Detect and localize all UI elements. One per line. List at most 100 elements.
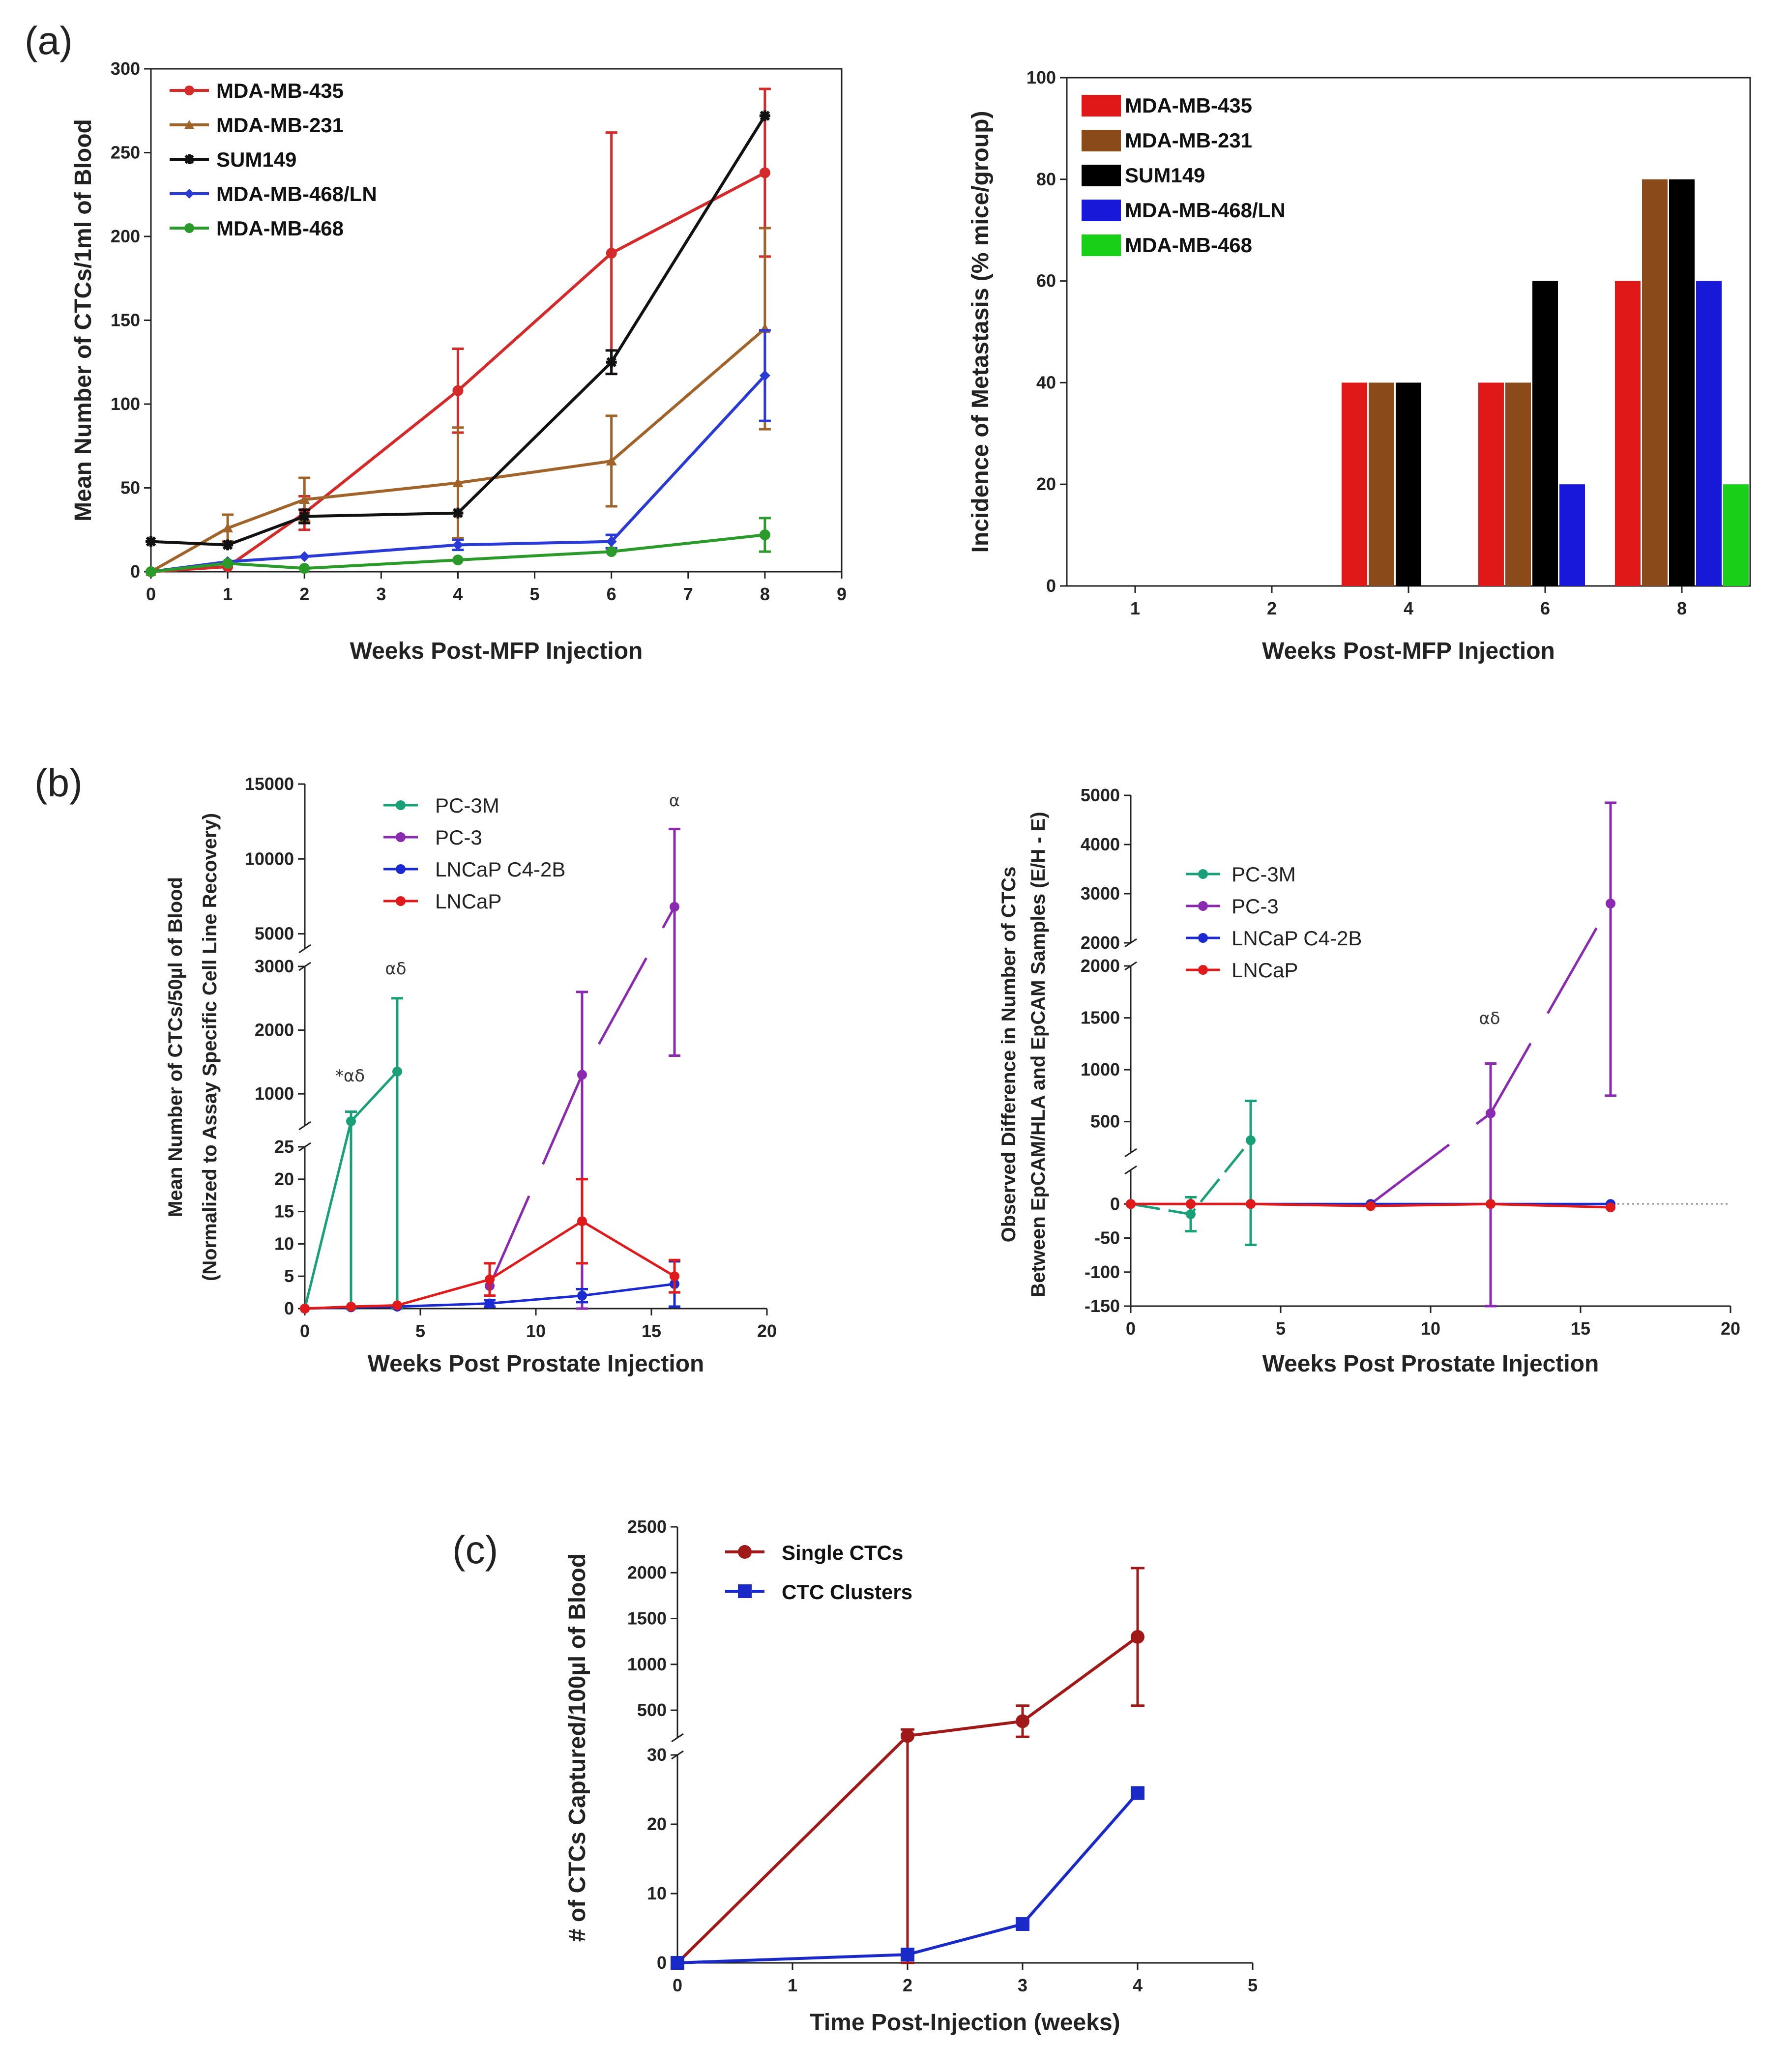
y-tick-label: 2000 xyxy=(255,1020,294,1040)
legend-label: CTC Clusters xyxy=(782,1580,912,1604)
y-tick-label: 30 xyxy=(647,1745,667,1765)
y-tick-label: 1500 xyxy=(1081,1008,1120,1028)
x-tick-label: 8 xyxy=(1677,598,1687,618)
series-line-0 xyxy=(150,171,766,573)
data-point xyxy=(1606,899,1615,908)
legend-marker xyxy=(396,800,406,810)
legend-marker xyxy=(1198,933,1208,943)
data-point xyxy=(146,566,156,577)
data-point xyxy=(392,1300,402,1311)
x-tick-label: 2 xyxy=(903,1975,912,1995)
legend-label: SUM149 xyxy=(1125,164,1205,187)
legend-swatch xyxy=(1082,130,1121,151)
data-point xyxy=(1131,1630,1144,1644)
x-tick-label: 5 xyxy=(530,584,540,604)
y-tick-label: 0 xyxy=(130,561,140,582)
x-tick-label: 4 xyxy=(1404,598,1413,618)
x-axis-label: Weeks Post-MFP Injection xyxy=(1262,638,1555,664)
y-tick-label: 1000 xyxy=(1081,1059,1120,1080)
legend-label: LNCaP C4-2B xyxy=(435,858,565,881)
y-tick-label: 1000 xyxy=(627,1654,667,1674)
data-point xyxy=(901,1948,914,1962)
legend-marker xyxy=(738,1584,752,1598)
data-point xyxy=(1016,1917,1029,1931)
bar-2 xyxy=(1396,382,1421,586)
y-tick-label: 0 xyxy=(284,1298,294,1318)
data-point xyxy=(606,536,617,547)
error-bar xyxy=(1605,801,1616,1097)
error-bar xyxy=(1245,1099,1257,1246)
x-tick-label: 0 xyxy=(146,584,156,604)
x-tick-label: 20 xyxy=(757,1321,777,1341)
data-point xyxy=(452,507,464,519)
bar-1 xyxy=(1505,382,1531,586)
data-point xyxy=(1126,1199,1136,1209)
series-line-4 xyxy=(150,533,765,573)
y-tick-label: 20 xyxy=(274,1169,294,1189)
y-tick-label: 5000 xyxy=(255,924,294,944)
x-axis-label: Weeks Post Prostate Injection xyxy=(368,1351,704,1377)
legend-marker xyxy=(184,189,194,199)
y-tick-label: 2000 xyxy=(627,1562,667,1582)
y-tick-label: 25 xyxy=(274,1137,294,1157)
x-tick-label: 3 xyxy=(376,584,386,604)
axis-break xyxy=(298,1121,311,1131)
y-tick-label: 500 xyxy=(1090,1111,1120,1132)
data-point xyxy=(222,523,234,533)
data-point xyxy=(452,554,464,566)
x-tick-label: 1 xyxy=(1130,598,1140,618)
legend-label: MDA-MB-435 xyxy=(1125,94,1252,117)
y-axis-label: Mean Number of CTCs/50µl of Blood xyxy=(165,877,186,1217)
legend-marker xyxy=(396,896,406,906)
legend-label: PC-3 xyxy=(435,826,482,849)
data-point xyxy=(1366,1201,1376,1211)
panel-label-b: (b) xyxy=(34,761,83,805)
data-point xyxy=(299,563,310,574)
legend-label: MDA-MB-468/LN xyxy=(1125,199,1286,222)
chart-b-right: -150 -100 -50 0 500 1000 1500 2000 2000 3000 4000 5… xyxy=(998,785,1740,1377)
data-point xyxy=(299,511,310,522)
legend-label: MDA-MB-231 xyxy=(1125,129,1252,152)
panel-label-c: (c) xyxy=(452,1528,498,1572)
x-tick-label: 15 xyxy=(642,1321,661,1341)
plot-frame xyxy=(150,68,843,573)
y-tick-label: 80 xyxy=(1036,169,1056,189)
y-axis-label-2: Between EpCAM/HLA and EpCAM Samples (E/H… xyxy=(1027,812,1049,1297)
legend-swatch xyxy=(1082,234,1121,256)
y-tick-label: 250 xyxy=(111,143,140,163)
error-bar xyxy=(391,997,403,1310)
data-point xyxy=(670,902,679,912)
x-tick-label: 0 xyxy=(673,1975,682,1995)
x-tick-label: 0 xyxy=(1126,1318,1136,1339)
data-point xyxy=(1186,1199,1196,1209)
bar-4 xyxy=(1723,484,1749,586)
x-tick-label: 2 xyxy=(1267,598,1277,618)
bar-2 xyxy=(1532,281,1558,586)
bar-0 xyxy=(1342,382,1367,586)
x-tick-label: 20 xyxy=(1721,1318,1740,1339)
error-bar xyxy=(901,1728,914,1964)
chart-a-left: 0 1 2 3 4 5 6 7 8 9 0 50 100 150 200 250 300 Weeks Post-M… xyxy=(70,58,847,664)
data-point xyxy=(300,1304,310,1313)
y-tick-label: 0 xyxy=(1046,576,1056,596)
data-point xyxy=(606,248,617,259)
legend-label: MDA-MB-468/LN xyxy=(216,182,377,205)
y-tick-label: 5 xyxy=(284,1266,294,1286)
x-tick-label: 1 xyxy=(223,584,233,604)
y-tick-label: 50 xyxy=(120,478,140,498)
legend-label: MDA-MB-468 xyxy=(216,217,344,240)
x-tick-label: 1 xyxy=(788,1975,797,1995)
data-point xyxy=(759,370,770,381)
legend-label: LNCaP xyxy=(435,890,501,913)
x-axis-label: Weeks Post Prostate Injection xyxy=(1262,1351,1599,1377)
legend-marker xyxy=(184,223,194,233)
data-point xyxy=(577,1290,587,1301)
axis-break xyxy=(1124,1165,1137,1175)
chart-b-left: 0 5 10 15 20 25 1000 2000 3000 5000 10000 15000 0 5 10… xyxy=(165,774,777,1377)
error-bar xyxy=(669,827,680,1057)
y-tick-label: 150 xyxy=(111,310,140,330)
y-tick-label: 20 xyxy=(647,1814,667,1834)
annotation: αδ xyxy=(1479,1009,1500,1028)
y-tick-label: 3000 xyxy=(1081,883,1120,904)
